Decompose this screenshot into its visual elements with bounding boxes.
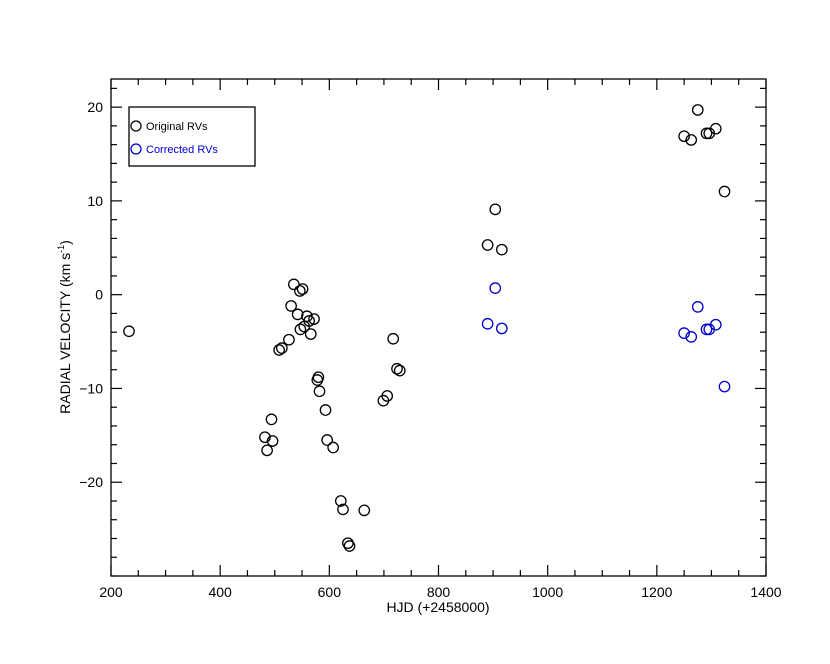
corrected-rv-point (685, 331, 698, 343)
x-tick-label: 400 (208, 584, 232, 600)
corrected-rv-point (489, 282, 502, 294)
original-rv-point (495, 243, 508, 256)
original-rv-point (304, 328, 317, 340)
x-tick-label: 1000 (532, 584, 563, 600)
original-rv-point (393, 364, 406, 377)
legend-marker-corrected (130, 143, 142, 155)
original-rv-point (123, 325, 135, 338)
original-rv-point (489, 203, 502, 216)
corrected-rv-point (678, 327, 690, 339)
original-rv-point (266, 435, 279, 447)
corrected-rv-point (481, 317, 494, 330)
original-rv-point (691, 104, 704, 116)
original-rv-point (312, 371, 325, 384)
y-axis-title: RADIAL VELOCITY (km s-1) (56, 240, 73, 414)
plot-frame (110, 78, 767, 577)
original-rv-point (308, 313, 320, 325)
original-rv-point (700, 127, 713, 140)
original-rv-point (381, 390, 394, 402)
corrected-rv-point (495, 322, 508, 335)
x-tick-label: 1400 (750, 584, 781, 600)
original-rv-point (358, 504, 371, 517)
x-tick-label: 200 (99, 584, 123, 600)
legend-box (128, 106, 256, 167)
original-rv-point (321, 434, 333, 446)
x-axis-title: HJD (+2458000) (386, 599, 489, 615)
y-axis-title-close: ) (57, 240, 73, 245)
original-rv-point (303, 315, 315, 327)
legend: Original RVs Corrected RVs (128, 106, 256, 167)
original-rv-point (291, 308, 304, 321)
y-tick-label: 20 (87, 99, 103, 115)
original-rv-point (294, 323, 307, 336)
y-tick-label: −20 (79, 474, 103, 490)
original-rv-point (334, 495, 347, 507)
x-tick-label: 800 (427, 584, 451, 600)
original-rv-point (259, 431, 271, 444)
original-rv-point (261, 444, 273, 457)
original-rv-point (294, 285, 306, 297)
series-original-rvs (123, 104, 731, 552)
data-points (123, 104, 731, 552)
corrected-rv-point (718, 380, 731, 393)
original-rv-point (288, 278, 300, 291)
original-rv-point (275, 342, 288, 354)
original-rv-point (285, 300, 297, 312)
original-rv-point (265, 413, 278, 426)
original-rv-point (481, 239, 494, 251)
y-axis-title-superscript: -1 (56, 245, 66, 253)
original-rv-point (343, 540, 356, 552)
axis-ticks (110, 79, 767, 577)
original-rv-point (718, 185, 731, 198)
original-rv-point (296, 283, 309, 295)
tick-labels: 200 400 600 800 1000 1200 1400 −20 −10 0 10 20 (79, 99, 782, 600)
y-tick-label: −10 (79, 380, 103, 396)
y-tick-label: 0 (95, 287, 103, 303)
original-rv-point (337, 503, 349, 516)
original-rv-point (283, 333, 295, 346)
legend-marker-original (130, 120, 142, 132)
x-tick-label: 1200 (641, 584, 672, 600)
original-rv-point (685, 134, 698, 146)
legend-label-original: Original RVs (146, 121, 208, 133)
corrected-rv-point (691, 301, 704, 313)
original-rv-point (709, 122, 722, 135)
original-rv-point (387, 332, 400, 345)
original-rv-point (313, 385, 326, 398)
y-tick-label: 10 (87, 193, 103, 209)
original-rv-point (342, 537, 354, 550)
series-corrected-rvs (481, 282, 731, 393)
original-rv-point (327, 441, 340, 454)
corrected-rv-point (700, 323, 713, 336)
original-rv-point (391, 362, 403, 375)
y-axis-title-main: RADIAL VELOCITY (km s (57, 253, 73, 414)
original-rv-point (273, 344, 285, 356)
legend-label-corrected: Corrected RVs (146, 144, 218, 156)
original-rv-point (319, 404, 332, 416)
x-tick-label: 600 (318, 584, 342, 600)
corrected-rv-point (709, 318, 722, 331)
original-rv-point (678, 130, 690, 143)
